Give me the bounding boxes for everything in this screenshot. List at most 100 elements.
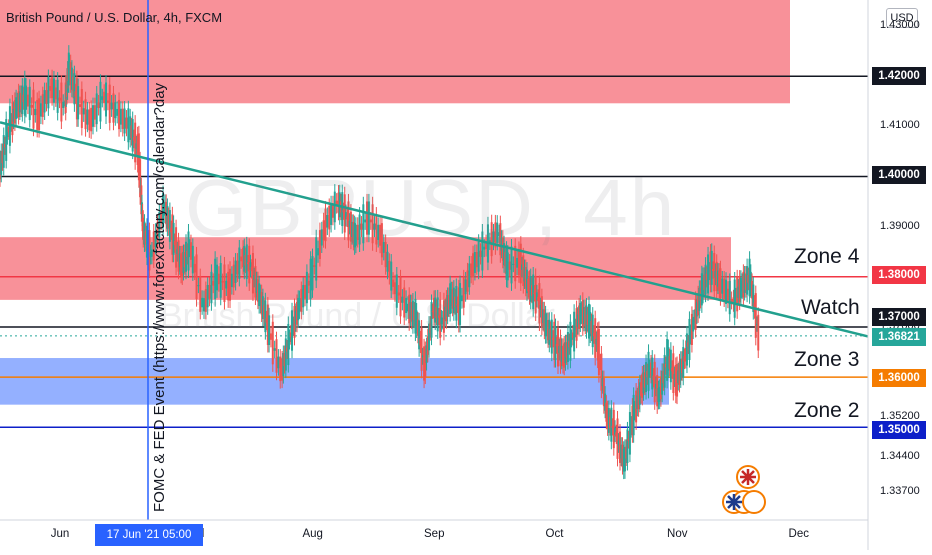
candle-body xyxy=(232,264,235,288)
candle-body xyxy=(703,274,706,291)
uk-flag-icon[interactable] xyxy=(742,490,766,514)
candle-body xyxy=(105,82,108,117)
candle-body xyxy=(131,119,134,152)
candle-body xyxy=(647,351,650,391)
candle-body xyxy=(342,210,345,213)
candle-body xyxy=(386,251,389,272)
currency-button[interactable]: USD xyxy=(886,8,918,28)
candle-body xyxy=(642,372,645,394)
candle-body xyxy=(645,362,648,393)
candle-body xyxy=(462,277,465,308)
candle-body xyxy=(607,407,610,433)
candle-body xyxy=(12,108,15,122)
candle-body xyxy=(503,243,506,266)
candle-body xyxy=(108,84,111,123)
candle-body xyxy=(442,300,445,333)
x-tick-label: Sep xyxy=(424,528,445,540)
candle-body xyxy=(743,273,746,293)
y-tick-label: 1.41000 xyxy=(880,119,920,132)
candle-body xyxy=(216,264,218,291)
candle-body xyxy=(527,278,530,292)
candle-body xyxy=(576,314,579,328)
candle-body xyxy=(705,273,708,280)
candle-body xyxy=(610,407,613,442)
candle-body xyxy=(414,298,417,334)
candle-body xyxy=(189,242,192,260)
candle-body xyxy=(657,388,660,402)
candle-body xyxy=(590,320,593,334)
zone-box-1 xyxy=(0,358,669,405)
candle-body xyxy=(667,347,670,371)
candle-body xyxy=(106,100,109,103)
candle-body xyxy=(526,269,528,294)
candle-body xyxy=(206,284,209,308)
candle-body xyxy=(202,298,205,312)
candle-body xyxy=(435,306,438,318)
candle-body xyxy=(715,261,718,292)
candle-body xyxy=(249,262,252,270)
candle-body xyxy=(431,310,434,312)
candle-body xyxy=(20,92,23,110)
candle-body xyxy=(187,231,190,271)
candle-body xyxy=(281,358,284,381)
candle-body xyxy=(692,317,695,332)
candle-body xyxy=(140,185,143,215)
candle-body xyxy=(379,224,382,246)
candle-body xyxy=(617,440,620,446)
candle-body xyxy=(565,342,568,358)
candle-body xyxy=(456,304,459,306)
candle-body xyxy=(118,99,121,130)
candle-body xyxy=(256,279,259,302)
candle-body xyxy=(185,241,187,272)
chart-title: British Pound / U.S. Dollar, 4h, FXCM xyxy=(6,10,223,25)
candle-body xyxy=(277,356,280,369)
candle-body xyxy=(6,131,9,138)
candle-body xyxy=(101,96,104,100)
candle-body xyxy=(563,343,566,368)
candle-body xyxy=(420,327,423,371)
candle-body xyxy=(298,298,301,312)
event-flags[interactable] xyxy=(722,465,766,514)
name-watermark: British Pound / U.S. Dollar xyxy=(160,297,555,335)
candle-body xyxy=(230,273,233,288)
zone-box-0 xyxy=(0,237,731,300)
candle-body xyxy=(395,274,398,308)
candle-body xyxy=(49,86,52,91)
candle-body xyxy=(573,311,576,352)
candle-body xyxy=(728,280,731,315)
candle-body xyxy=(282,353,285,377)
candle-body xyxy=(34,108,37,116)
candle-body xyxy=(457,287,460,325)
candle-body xyxy=(217,273,220,285)
candle-body xyxy=(182,252,185,273)
candle-body xyxy=(364,219,367,223)
candle-body xyxy=(540,296,543,328)
candle-body xyxy=(287,323,290,366)
candle-body xyxy=(530,285,533,296)
candle-body xyxy=(695,302,698,317)
candle-body xyxy=(140,202,143,219)
candle-body xyxy=(700,273,703,306)
candle-body xyxy=(114,102,117,119)
candle-body xyxy=(575,308,578,341)
candle-body xyxy=(459,283,462,325)
trendline[interactable] xyxy=(0,121,869,338)
candle-body xyxy=(38,98,41,131)
candle-body xyxy=(535,292,538,300)
candle-body xyxy=(710,250,713,285)
candle-body xyxy=(496,222,499,243)
candle-body xyxy=(733,279,736,318)
candle-body xyxy=(672,353,675,393)
candle-body xyxy=(413,309,416,320)
candle-body xyxy=(371,204,374,244)
candle-body xyxy=(248,245,251,284)
candle-body xyxy=(156,221,159,242)
candle-body xyxy=(492,231,495,243)
candle-body xyxy=(676,364,679,397)
candle-body xyxy=(475,252,478,268)
x-tick-label: Jun xyxy=(50,528,70,540)
candle-body xyxy=(238,247,241,279)
candle-body xyxy=(423,346,426,381)
